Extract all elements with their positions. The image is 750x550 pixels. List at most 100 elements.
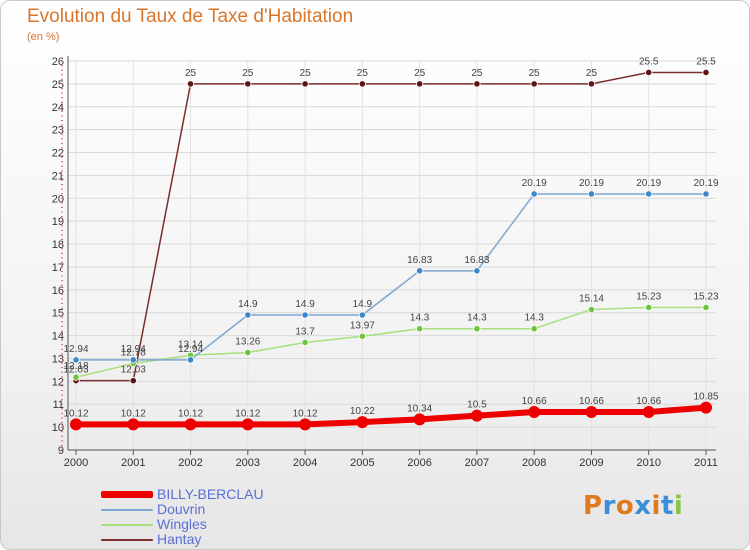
data-label: 12.94 (121, 344, 146, 355)
data-point (585, 406, 598, 419)
chart-title: Evolution du Taux de Taxe d'Habitation (27, 6, 354, 27)
data-label: 12.03 (63, 365, 88, 376)
data-point (645, 303, 653, 312)
data-point (72, 373, 80, 381)
data-label: 13.14 (178, 339, 203, 350)
data-point (702, 190, 710, 198)
data-point (642, 406, 655, 419)
data-point (530, 190, 538, 198)
data-point (587, 80, 596, 88)
series-line-hantay (76, 71, 706, 382)
data-label: 10.12 (63, 408, 88, 419)
y-tick-label: 16 (52, 285, 64, 297)
x-tick-label: 2000 (64, 457, 88, 469)
legend-label: BILLY-BERCLAU (157, 486, 264, 502)
logo-letter: i (673, 491, 684, 521)
x-tick-label: 2004 (293, 457, 317, 469)
data-label: 14.9 (238, 299, 258, 310)
series-line-billy-berclau (76, 404, 707, 428)
data-point (356, 416, 369, 429)
data-label: 10.5 (467, 400, 487, 411)
data-label: 10.12 (178, 408, 203, 419)
logo-letter: t (660, 491, 674, 521)
data-label: 25 (529, 68, 541, 79)
y-tick-label: 18 (52, 239, 64, 251)
x-tick-label: 2011 (694, 457, 718, 469)
data-label: 25 (185, 68, 197, 79)
data-label: 20.19 (693, 178, 718, 189)
data-point (186, 80, 195, 88)
data-label: 16.83 (407, 255, 432, 266)
data-label: 20.19 (522, 178, 547, 189)
data-label: 25 (242, 68, 254, 79)
data-label: 13.26 (235, 337, 260, 348)
y-tick-label: 24 (52, 102, 64, 114)
y-tick-label: 10 (52, 422, 64, 434)
data-point (129, 356, 137, 364)
x-tick-label: 2001 (121, 457, 145, 469)
data-point (244, 311, 252, 319)
chart-subtitle: (en %) (27, 31, 60, 43)
data-point (72, 356, 80, 364)
data-point (413, 413, 426, 426)
data-label: 12.94 (178, 344, 203, 355)
logo-letter: P (583, 491, 603, 521)
y-tick-label: 13 (52, 353, 64, 365)
x-tick-label: 2002 (178, 457, 202, 469)
legend-label: Wingles (157, 516, 207, 532)
logo-letter: r (602, 491, 616, 521)
data-point (530, 325, 538, 333)
data-point (700, 401, 712, 414)
data-point (530, 80, 538, 88)
data-label: 10.22 (350, 406, 375, 417)
y-tick-label: 17 (52, 262, 64, 274)
data-label: 12.03 (121, 365, 146, 376)
data-point (473, 267, 481, 275)
data-point (299, 418, 312, 431)
data-point (127, 418, 140, 431)
data-label: 20.19 (636, 178, 661, 189)
data-point (301, 338, 309, 347)
y-tick-label: 12 (52, 376, 64, 388)
data-label: 10.34 (407, 403, 432, 414)
data-label: 10.12 (121, 408, 146, 419)
data-label: 14.9 (295, 299, 315, 310)
data-label: 25 (300, 68, 312, 79)
data-label: 14.3 (524, 313, 544, 324)
logo-letter: x (634, 491, 652, 521)
data-label: 25 (586, 68, 598, 79)
data-point (473, 325, 481, 333)
data-point (358, 80, 366, 88)
logo-letter: o (615, 491, 635, 521)
data-label: 10.66 (636, 396, 661, 407)
x-tick-label: 2003 (236, 457, 260, 469)
data-point (470, 409, 483, 422)
y-tick-label: 26 (52, 56, 64, 68)
y-tick-label: 15 (52, 308, 64, 320)
data-label: 14.3 (410, 313, 430, 324)
data-point (186, 356, 195, 364)
data-point (416, 267, 424, 275)
y-tick-label: 25 (52, 79, 64, 91)
data-label: 20.19 (579, 178, 604, 189)
x-tick-label: 2007 (465, 457, 489, 469)
x-tick-label: 2009 (579, 457, 603, 469)
y-tick-label: 22 (52, 148, 64, 160)
data-label: 13.7 (295, 326, 315, 337)
data-point (416, 325, 424, 333)
data-point (702, 68, 710, 77)
legend-swatch (101, 539, 153, 541)
data-label: 10.12 (293, 408, 318, 419)
y-tick-label: 14 (52, 331, 64, 343)
y-tick-label: 11 (53, 399, 64, 411)
data-label: 15.23 (636, 291, 661, 302)
data-label: 25.5 (639, 56, 659, 67)
legend-swatch (101, 509, 153, 511)
y-tick-label: 23 (52, 125, 64, 137)
data-label: 25 (357, 68, 369, 79)
data-point (358, 311, 366, 319)
data-label: 10.66 (579, 396, 604, 407)
data-point (587, 305, 596, 314)
